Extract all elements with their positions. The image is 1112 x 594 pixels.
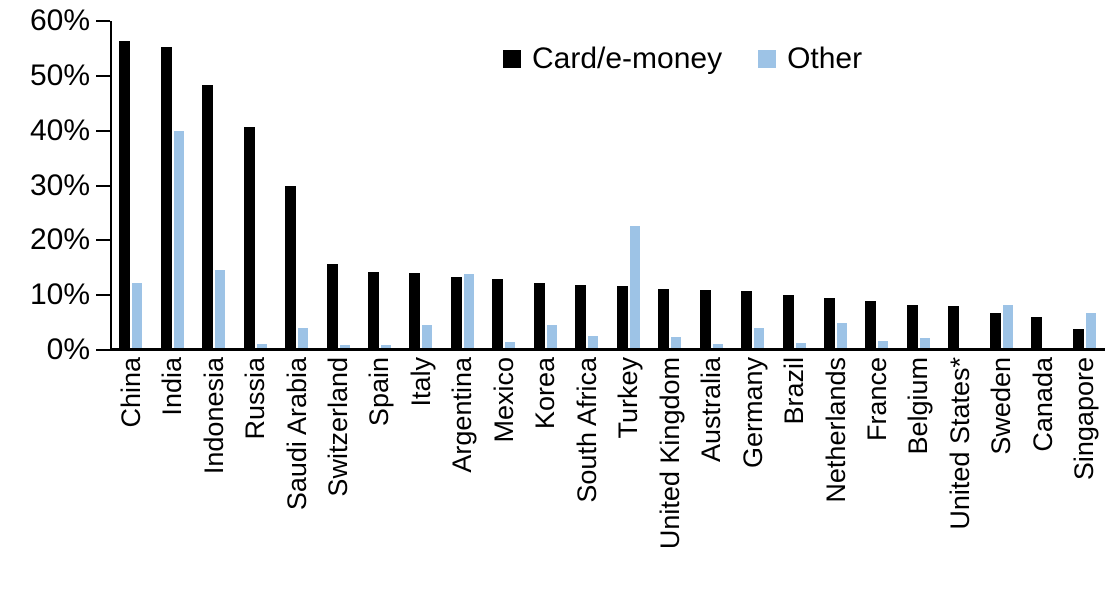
other-bar — [629, 225, 640, 350]
card-bar — [285, 186, 297, 350]
legend-item-card: Card/e-money — [503, 42, 722, 76]
card-bar — [824, 298, 836, 350]
x-category-label: Australia — [696, 357, 727, 463]
plot-area — [110, 21, 1105, 350]
card-bar — [1072, 328, 1084, 350]
card-bar — [906, 304, 918, 350]
card-series-swatch-icon — [503, 50, 521, 68]
other-bar — [173, 131, 184, 350]
card-bar — [202, 84, 214, 350]
other-bar — [1002, 305, 1013, 350]
x-category-label: China — [115, 357, 146, 428]
card-bar — [699, 290, 711, 350]
card-bar — [782, 295, 794, 350]
card-bar — [160, 47, 172, 350]
x-category-label: Canada — [1027, 357, 1058, 452]
card-bar — [243, 127, 255, 350]
other-bar — [505, 342, 516, 350]
y-tick-label: 0% — [46, 333, 90, 366]
other-bar — [463, 274, 474, 350]
legend-label-other: Other — [787, 42, 863, 75]
other-bar — [132, 282, 143, 350]
x-category-label: Netherlands — [820, 357, 851, 503]
x-category-label: Indonesia — [198, 357, 229, 475]
y-tick-label: 50% — [29, 58, 90, 92]
x-category-label: United Kingdom — [654, 357, 685, 550]
x-category-label: Korea — [530, 357, 561, 430]
x-category-label: Sweden — [986, 357, 1017, 455]
card-bar — [119, 41, 131, 350]
x-category-label: Switzerland — [323, 357, 354, 497]
y-tick-label: 60% — [29, 4, 90, 37]
card-bar — [658, 289, 670, 350]
other-bar — [671, 336, 682, 350]
other-bar — [1085, 312, 1096, 350]
y-tick-label: 10% — [29, 278, 90, 312]
x-category-label: Mexico — [488, 357, 519, 443]
x-axis-line — [110, 348, 1105, 351]
card-bar — [989, 313, 1001, 350]
other-bar — [795, 342, 806, 350]
other-bar — [878, 340, 889, 350]
card-bar — [326, 263, 338, 350]
x-category-label: Italy — [405, 357, 436, 407]
y-tick-mark — [96, 294, 110, 297]
other-bar — [380, 344, 391, 350]
x-category-label: United States* — [944, 357, 975, 530]
y-tick-label: 40% — [29, 113, 90, 147]
other-bar — [339, 345, 350, 350]
other-bar — [546, 324, 557, 350]
card-bar — [367, 272, 379, 350]
other-bar — [422, 324, 433, 350]
other-bar — [919, 337, 930, 350]
card-bar — [575, 285, 587, 350]
y-tick-mark — [96, 129, 110, 132]
y-tick-label: 20% — [29, 223, 90, 257]
x-category-label: Argentina — [447, 357, 478, 473]
other-bar — [215, 269, 226, 350]
y-tick-mark — [96, 184, 110, 187]
x-category-label: India — [157, 357, 188, 416]
card-bar — [865, 301, 877, 350]
x-category-label: Spain — [364, 357, 395, 427]
x-category-label: France — [861, 357, 892, 442]
x-category-label: South Africa — [571, 357, 602, 503]
card-bar — [1031, 317, 1043, 350]
legend: Card/e-money Other — [503, 42, 862, 76]
card-bar — [409, 272, 421, 350]
y-tick-label: 30% — [29, 168, 90, 202]
legend-item-other: Other — [758, 42, 862, 76]
x-category-label: Saudi Arabia — [281, 357, 312, 511]
x-category-label: Belgium — [903, 357, 934, 455]
other-bar — [837, 322, 848, 350]
card-bar — [450, 276, 462, 350]
y-tick-mark — [96, 20, 110, 22]
card-bar — [741, 291, 753, 350]
card-bar — [533, 282, 545, 350]
y-axis-line — [110, 21, 112, 350]
other-bar — [712, 343, 723, 350]
card-bar — [948, 306, 960, 350]
x-category-label: Brazil — [779, 357, 810, 425]
other-bar — [754, 327, 765, 350]
card-bar — [616, 285, 628, 350]
other-bar — [298, 328, 309, 350]
x-category-label: Turkey — [613, 357, 644, 439]
x-category-label: Singapore — [1069, 357, 1100, 481]
card-bar — [492, 279, 504, 350]
other-bar — [256, 343, 267, 350]
x-category-label: Russia — [240, 357, 271, 440]
legend-label-card: Card/e-money — [532, 42, 723, 75]
other-bar — [588, 335, 599, 350]
other-series-swatch-icon — [758, 50, 777, 68]
y-tick-mark — [96, 74, 110, 77]
y-tick-mark — [96, 349, 110, 351]
y-tick-mark — [96, 239, 110, 242]
x-category-label: Germany — [737, 357, 768, 469]
